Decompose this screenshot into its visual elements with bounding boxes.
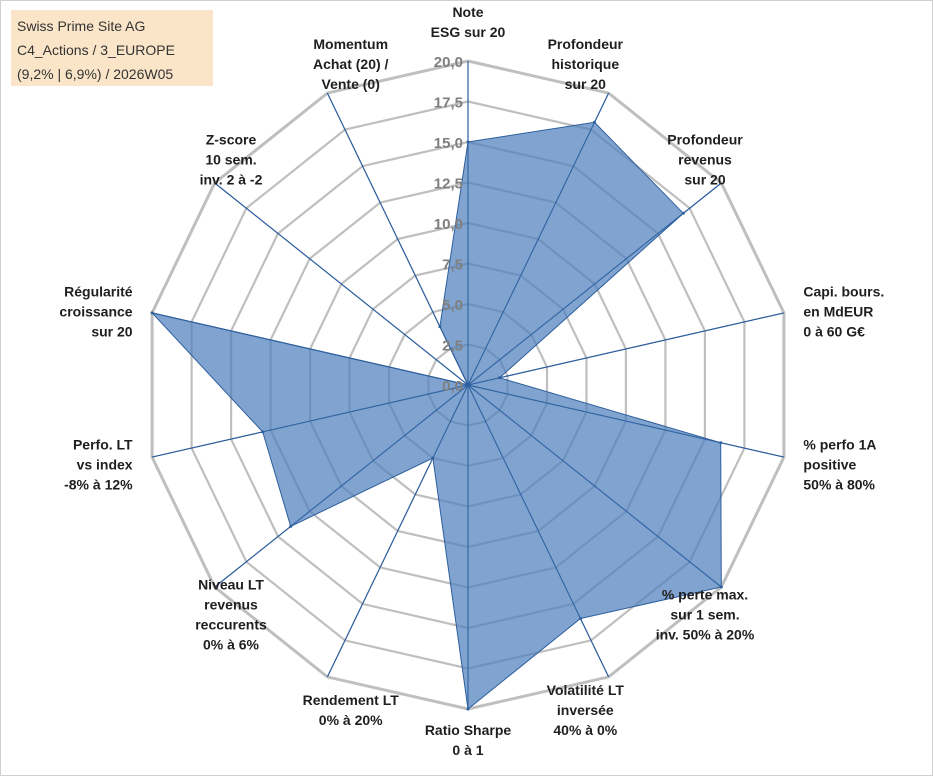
axis-label-5-line-2: inv. 50% à 20% xyxy=(656,627,755,643)
axis-label-4: % perfo 1A positive 50% à 80% xyxy=(803,437,876,493)
spoke-overlay-12 xyxy=(214,182,469,386)
axis-label-1: Profondeur historique sur 20 xyxy=(548,36,624,92)
axis-label-12-line-0: Z-score xyxy=(206,132,257,148)
title-box: Swiss Prime Site AG C4_Actions / 3_EUROP… xyxy=(11,10,213,86)
axis-label-8-line-1: 0% à 20% xyxy=(319,712,383,728)
title-category: C4_Actions / 3_EUROPE xyxy=(17,42,175,58)
axis-label-13-line-1: Achat (20) / xyxy=(313,56,389,72)
axis-label-3: Capi. bours. en MdEUR 0 à 60 G€ xyxy=(803,284,884,340)
spoke-overlay-2 xyxy=(467,182,722,386)
axis-label-8-line-0: Rendement LT xyxy=(303,692,400,708)
axis-label-3-line-1: en MdEUR xyxy=(803,304,873,320)
data-point-9 xyxy=(289,524,293,528)
tick-label-4: 10,0 xyxy=(434,216,463,233)
spoke-overlay-9 xyxy=(214,384,469,588)
axis-label-5: % perte max. sur 1 sem. inv. 50% à 20% xyxy=(656,587,755,643)
data-point-10 xyxy=(261,430,265,434)
axis-label-2-line-0: Profondeur xyxy=(667,132,743,148)
axis-label-12-line-2: inv. 2 à -2 xyxy=(200,172,263,188)
axis-label-6-line-0: Volatilité LT xyxy=(547,682,625,698)
axis-label-0-line-0: Note xyxy=(452,4,483,20)
spoke-overlay-8 xyxy=(326,384,469,678)
axis-label-9-line-3: 0% à 6% xyxy=(203,637,260,653)
axis-label-5-line-0: % perte max. xyxy=(662,587,748,603)
axis-label-11-line-0: Régularité xyxy=(64,284,133,300)
tick-label-0: 0,0 xyxy=(442,378,463,395)
data-point-3 xyxy=(498,376,502,380)
axis-label-12-line-1: 10 sem. xyxy=(205,152,256,168)
axis-label-9: Niveau LT revenus reccurents 0% à 6% xyxy=(195,577,267,653)
axis-label-7: Ratio Sharpe 0 à 1 xyxy=(425,722,512,758)
axis-label-11-line-1: croissance xyxy=(59,304,132,320)
tick-label-8: 20,0 xyxy=(434,54,463,71)
spoke-overlay-4 xyxy=(467,384,785,458)
axis-label-0: Note ESG sur 20 xyxy=(431,4,506,40)
axis-label-5-line-1: sur 1 sem. xyxy=(670,607,739,623)
axis-label-2-line-2: sur 20 xyxy=(684,172,725,188)
axis-label-13-line-2: Vente (0) xyxy=(322,76,380,92)
axis-label-9-line-2: reccurents xyxy=(195,617,267,633)
axis-label-9-line-1: revenus xyxy=(204,597,258,613)
axis-label-6: Volatilité LT inversée 40% à 0% xyxy=(547,682,625,738)
axis-label-4-line-2: 50% à 80% xyxy=(803,477,875,493)
axis-label-7-line-1: 0 à 1 xyxy=(452,742,483,758)
data-point-13 xyxy=(438,325,442,329)
axis-label-13: Momentum Achat (20) / Vente (0) xyxy=(313,36,389,92)
axis-label-9-line-0: Niveau LT xyxy=(198,577,264,593)
data-point-5 xyxy=(719,585,723,589)
data-point-11 xyxy=(150,311,154,315)
tick-label-3: 7,5 xyxy=(442,257,463,274)
data-point-7 xyxy=(466,707,470,711)
axis-label-0-line-1: ESG sur 20 xyxy=(431,24,506,40)
spoke-overlay-5 xyxy=(467,384,722,588)
axis-label-2-line-1: revenus xyxy=(678,152,732,168)
axis-label-4-line-0: % perfo 1A xyxy=(803,437,876,453)
data-point-8 xyxy=(431,456,435,460)
axis-label-12: Z-score 10 sem. inv. 2 à -2 xyxy=(200,132,263,188)
axis-label-10-line-2: -8% à 12% xyxy=(64,477,133,493)
data-point-2 xyxy=(681,211,685,215)
tick-label-1: 2,5 xyxy=(442,338,463,355)
axis-label-4-line-1: positive xyxy=(803,457,856,473)
axis-label-1-line-1: historique xyxy=(551,56,619,72)
spoke-overlay-3 xyxy=(467,312,785,386)
axis-label-13-line-0: Momentum xyxy=(313,36,388,52)
data-point-0 xyxy=(466,140,470,144)
axis-label-10: Perfo. LT vs index -8% à 12% xyxy=(64,437,133,493)
axis-label-6-line-2: 40% à 0% xyxy=(553,722,617,738)
spoke-overlay-10 xyxy=(151,384,469,458)
title-company: Swiss Prime Site AG xyxy=(17,18,146,34)
tick-label-7: 17,5 xyxy=(434,95,463,112)
axis-label-10-line-0: Perfo. LT xyxy=(73,437,133,453)
axis-label-6-line-1: inversée xyxy=(557,702,614,718)
axis-label-10-line-1: vs index xyxy=(77,457,133,473)
axis-label-3-line-0: Capi. bours. xyxy=(803,284,884,300)
tick-label-5: 12,5 xyxy=(434,176,463,193)
tick-label-2: 5,0 xyxy=(442,297,463,314)
axis-label-2: Profondeur revenus sur 20 xyxy=(667,132,743,188)
spoke-overlay-6 xyxy=(467,384,610,678)
axis-label-1-line-2: sur 20 xyxy=(565,76,606,92)
title-stats: (9,2% | 6,9%) / 2026W05 xyxy=(17,66,174,82)
data-point-1 xyxy=(593,120,596,124)
data-point-12 xyxy=(466,383,470,387)
axis-label-3-line-2: 0 à 60 G€ xyxy=(803,324,865,340)
data-point-6 xyxy=(579,617,582,620)
tick-label-6: 15,0 xyxy=(434,135,463,152)
data-point-4 xyxy=(719,441,723,445)
spoke-overlay-13 xyxy=(326,92,469,386)
axis-label-7-line-0: Ratio Sharpe xyxy=(425,722,512,738)
spoke-overlay-11 xyxy=(151,312,469,386)
axis-label-11: Régularité croissance sur 20 xyxy=(59,284,132,340)
axis-label-1-line-0: Profondeur xyxy=(548,36,624,52)
axis-label-11-line-2: sur 20 xyxy=(91,324,132,340)
spoke-overlay-1 xyxy=(467,92,610,386)
axis-label-8: Rendement LT 0% à 20% xyxy=(303,692,400,728)
